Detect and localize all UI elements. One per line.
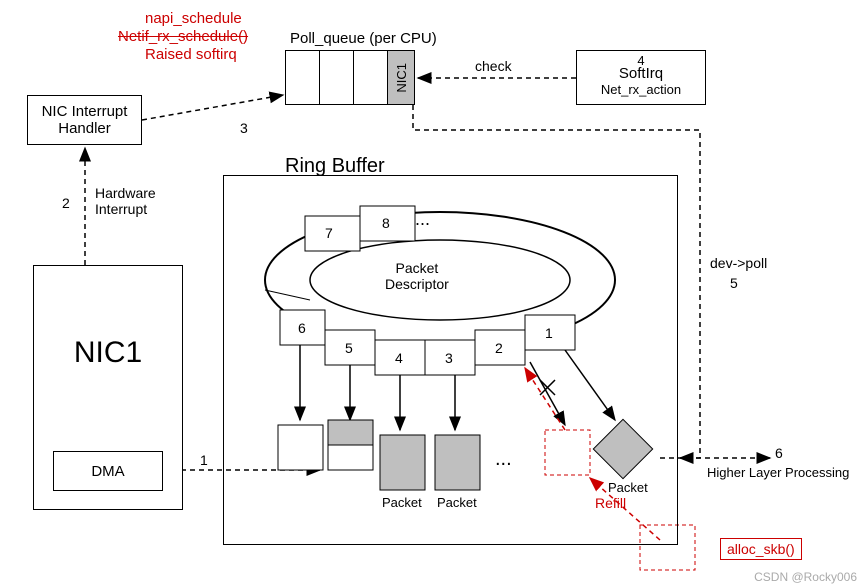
slot-3: 3 bbox=[445, 350, 453, 366]
packet-label-1: Packet bbox=[382, 495, 422, 510]
dma-box: DMA bbox=[53, 451, 163, 491]
poll-queue-title: Poll_queue (per CPU) bbox=[290, 30, 437, 47]
step-5: 5 bbox=[730, 275, 738, 291]
packet-label-3: Packet bbox=[608, 480, 648, 495]
slot-8: 8 bbox=[382, 215, 390, 231]
step-3: 3 bbox=[240, 120, 248, 136]
nic1-label: NIC1 bbox=[74, 336, 142, 370]
dma-label: DMA bbox=[91, 463, 124, 480]
step-1: 1 bbox=[200, 452, 208, 468]
slot-2: 2 bbox=[495, 340, 503, 356]
alloc-skb-label: alloc_skb() bbox=[720, 538, 802, 560]
raised-softirq-label: Raised softirq bbox=[145, 46, 237, 63]
dev-poll-label: dev->poll bbox=[710, 255, 767, 271]
poll-queue-nic-label: NIC1 bbox=[394, 63, 409, 93]
nic-interrupt-line1: NIC Interrupt bbox=[42, 103, 128, 120]
napi-schedule-label: napi_schedule bbox=[145, 10, 242, 27]
poll-queue-box: NIC1 bbox=[285, 50, 415, 105]
higher-layer-label: Higher Layer Processing bbox=[707, 465, 849, 480]
packet-label-2: Packet bbox=[437, 495, 477, 510]
slot-6: 6 bbox=[298, 320, 306, 336]
netif-rx-schedule-label: Netif_rx_schedule() bbox=[118, 28, 248, 45]
hardware-interrupt-label: Hardware Interrupt bbox=[95, 185, 156, 217]
slot-4: 4 bbox=[395, 350, 403, 366]
attribution-text: CSDN @Rocky006 bbox=[754, 570, 857, 584]
packet-descriptor-label: Packet Descriptor bbox=[385, 260, 449, 292]
softirq-sub: Net_rx_action bbox=[601, 82, 681, 97]
nic-interrupt-line2: Handler bbox=[58, 120, 111, 137]
step-6: 6 bbox=[775, 445, 783, 461]
nic1-box: NIC1 DMA bbox=[33, 265, 183, 510]
softirq-box: 4 SoftIrq Net_rx_action bbox=[576, 50, 706, 105]
slot-5: 5 bbox=[345, 340, 353, 356]
step-2: 2 bbox=[62, 195, 70, 211]
slot-1: 1 bbox=[545, 325, 553, 341]
refill-label: Refill bbox=[595, 495, 626, 511]
softirq-num: 4 bbox=[637, 53, 644, 68]
nic-interrupt-handler-box: NIC Interrupt Handler bbox=[27, 95, 142, 145]
slot-7: 7 bbox=[325, 225, 333, 241]
check-label: check bbox=[475, 58, 512, 74]
